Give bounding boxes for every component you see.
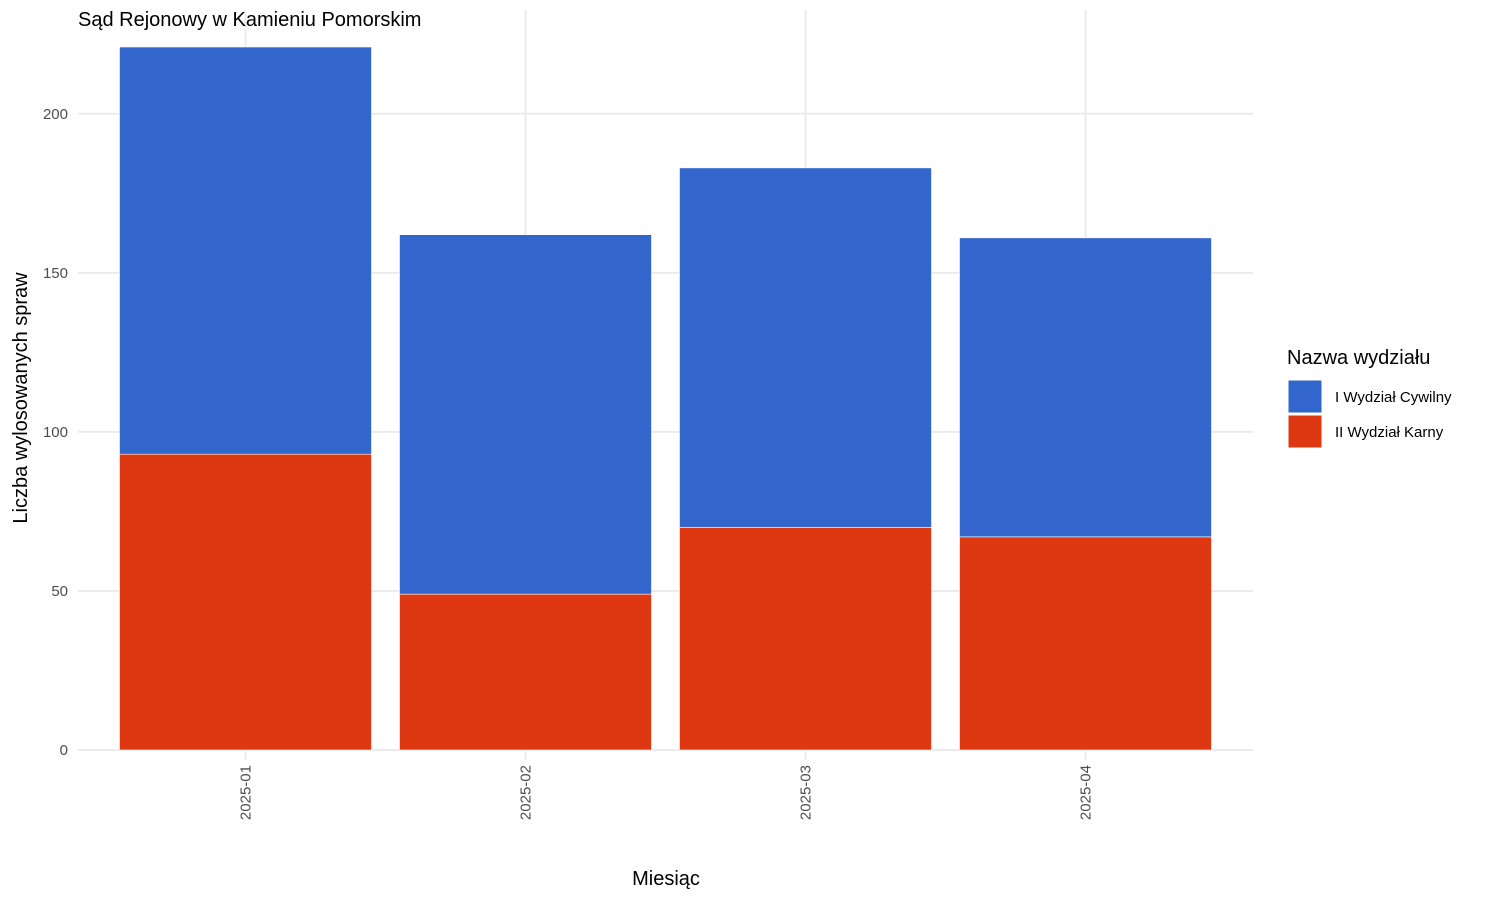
legend-items: I Wydział Cywilny II Wydział Karny [1287,379,1452,449]
x-tick-label: 2025-03 [798,765,815,820]
x-axis-title: Miesiąc [632,868,700,890]
legend-title: Nazwa wydziału [1287,347,1430,369]
bar-segment [399,234,652,595]
bars-layer [119,46,1212,751]
bar-segment [119,453,372,751]
x-axis-ticks: 2025-01 2025-02 2025-03 2025-04 [238,765,1095,820]
legend-swatch [1287,379,1323,414]
bar-segment [959,237,1212,538]
legend: Nazwa wydziału I Wydział Cywilny II Wydzi… [1287,347,1452,449]
x-tick-label: 2025-04 [1078,765,1095,820]
y-tick-label: 0 [60,742,68,759]
y-axis-title: Liczba wylosowanych spraw [10,272,32,524]
bar-segment [959,536,1212,751]
legend-swatch [1287,414,1323,449]
bar-segment [119,46,372,455]
y-tick-label: 50 [51,583,68,600]
bar-segment [679,167,932,528]
legend-label: II Wydział Karny [1335,424,1444,441]
y-tick-label: 150 [43,265,68,282]
y-axis-ticks: 0 50 100 150 200 [43,106,68,759]
legend-label: I Wydział Cywilny [1335,389,1452,406]
y-tick-label: 100 [43,424,68,441]
bar-segment [399,593,652,751]
bar-segment [679,527,932,751]
chart-title: Sąd Rejonowy w Kamieniu Pomorskim [78,9,421,31]
y-tick-label: 200 [43,106,68,123]
x-tick-label: 2025-02 [518,765,535,820]
x-tick-label: 2025-01 [238,765,255,820]
